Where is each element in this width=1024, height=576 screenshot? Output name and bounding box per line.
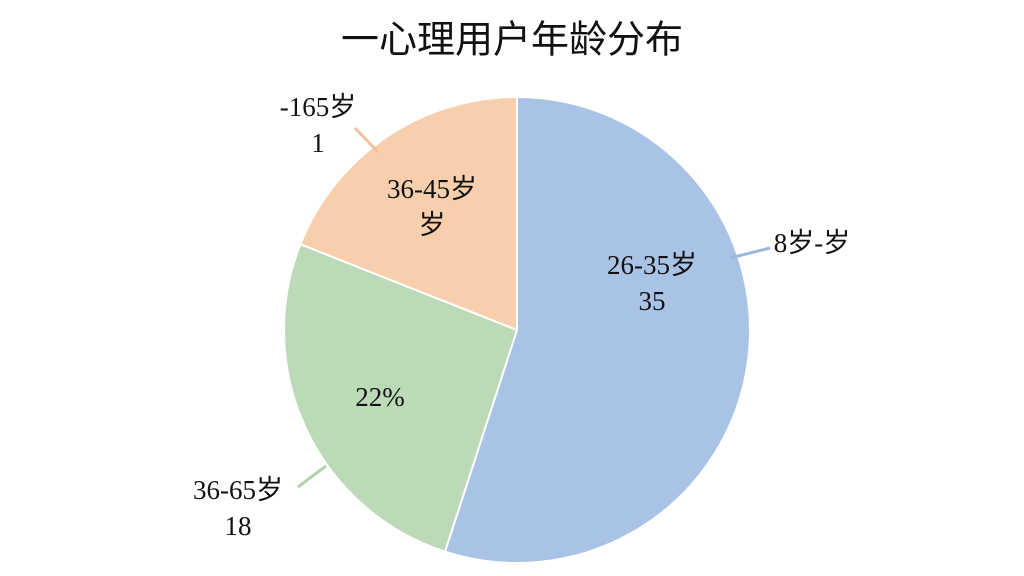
slice-label: 22%	[355, 382, 405, 412]
slice-label: 26-35岁	[607, 250, 697, 280]
slice-label: 岁	[419, 210, 446, 240]
leader-line	[297, 464, 327, 489]
outer-label: 1	[311, 128, 325, 158]
outer-label: 36-65岁	[193, 475, 283, 505]
outer-label: -165岁	[280, 92, 357, 122]
outer-label: 18	[225, 511, 252, 541]
leader-line	[353, 126, 380, 154]
pie-slice	[443, 95, 751, 564]
slice-label: 36-45岁	[387, 174, 477, 204]
leader-line	[729, 246, 771, 260]
pie-slice	[299, 95, 518, 332]
outer-label: 8岁-岁	[774, 228, 851, 258]
slice-label: 35	[639, 286, 666, 316]
chart-title: 一心理用户年龄分布	[341, 18, 683, 62]
pie-slice	[283, 242, 519, 553]
